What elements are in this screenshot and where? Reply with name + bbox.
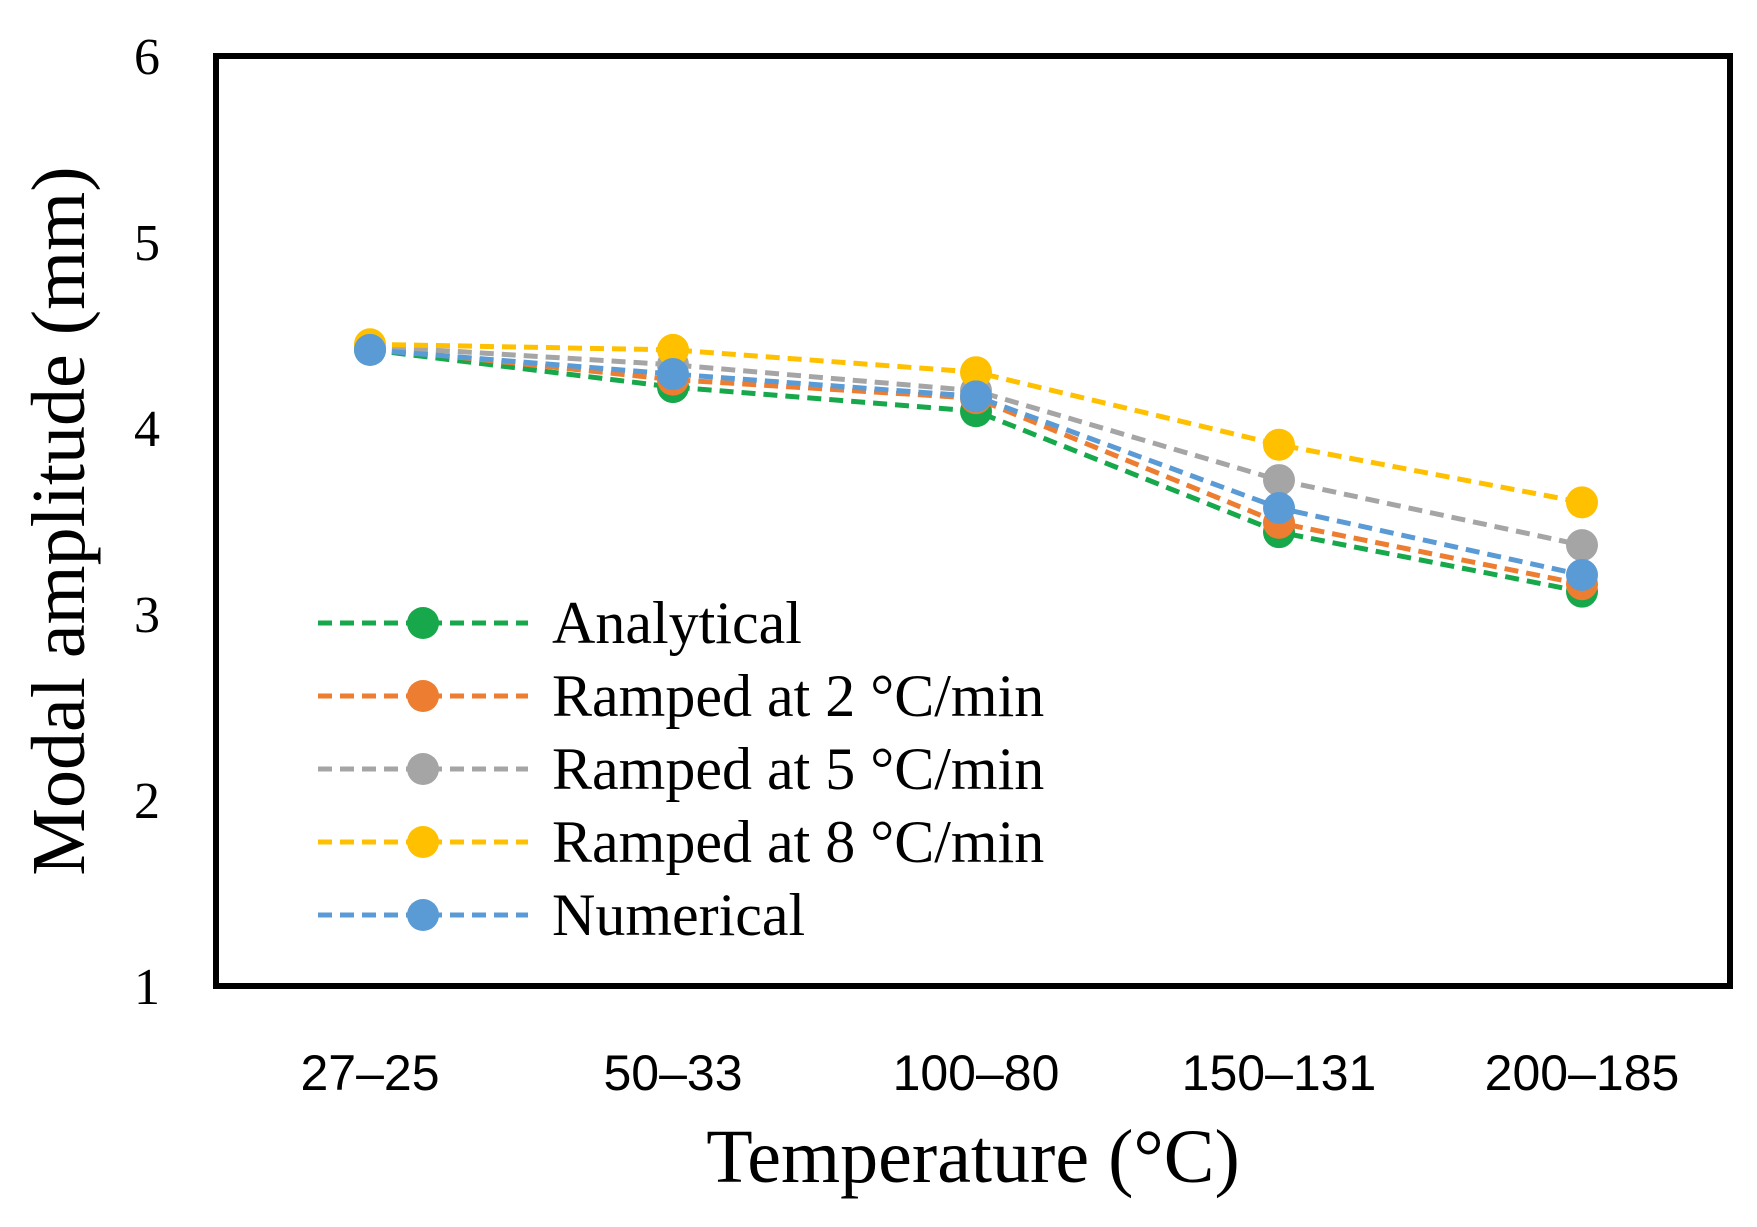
y-axis-title: Modal amplitude (mm) [17, 166, 101, 875]
data-point [960, 380, 992, 413]
y-axis-ticks: 1 2 3 4 5 6 [134, 29, 160, 1016]
legend-item: Ramped at 2 °C/min [318, 663, 1044, 729]
y-tick-label: 5 [134, 215, 160, 272]
series-line [369, 345, 1583, 587]
legend-label: Ramped at 8 °C/min [552, 809, 1044, 875]
legend-label: Ramped at 5 °C/min [552, 736, 1044, 802]
data-point [1263, 491, 1295, 524]
data-point [1566, 529, 1598, 562]
x-tick-label: 200–185 [1485, 1045, 1680, 1101]
legend-marker [407, 826, 439, 858]
series-4 [354, 333, 1598, 591]
y-tick-label: 1 [134, 959, 160, 1016]
legend-label: Numerical [552, 882, 805, 948]
legend-item: Ramped at 5 °C/min [318, 736, 1044, 802]
x-tick-label: 100–80 [893, 1045, 1060, 1101]
legend-marker [407, 607, 439, 639]
legend-label: Ramped at 2 °C/min [552, 663, 1044, 729]
data-point [657, 358, 689, 391]
series-layer [354, 328, 1598, 608]
data-point [1566, 558, 1598, 591]
data-point [1263, 464, 1295, 497]
legend-marker [407, 680, 439, 712]
x-tick-label: 150–131 [1182, 1045, 1377, 1101]
y-tick-label: 6 [134, 29, 160, 86]
legend-item: Numerical [318, 882, 805, 948]
x-tick-label: 27–25 [300, 1045, 439, 1101]
legend: Analytical Ramped at 2 °C/min Ramped at 5 … [318, 590, 1044, 948]
x-axis-title: Temperature (°C) [706, 1115, 1240, 1199]
y-tick-label: 2 [134, 773, 160, 830]
data-point [1263, 428, 1295, 461]
data-point [960, 356, 992, 389]
data-point [354, 333, 386, 366]
plot-area-frame [213, 53, 1733, 989]
legend-label: Analytical [552, 590, 802, 656]
legend-marker [407, 753, 439, 785]
data-point [1566, 486, 1598, 519]
y-tick-label: 4 [134, 401, 160, 458]
x-axis-ticks: 27–25 50–33 100–80 150–131 200–185 [300, 1045, 1679, 1101]
x-tick-label: 50–33 [603, 1045, 742, 1101]
legend-item: Analytical [318, 590, 802, 656]
legend-item: Ramped at 8 °C/min [318, 809, 1044, 875]
legend-marker [407, 899, 439, 931]
y-tick-label: 3 [134, 587, 160, 644]
series-line [369, 347, 1583, 595]
data-point [657, 333, 689, 366]
